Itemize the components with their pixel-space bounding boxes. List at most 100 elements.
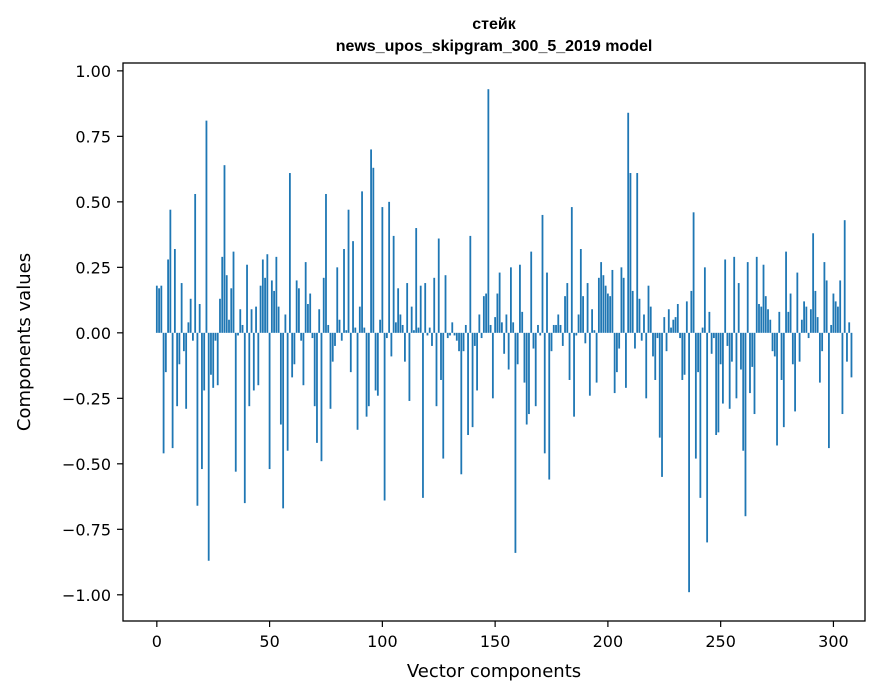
bar — [419, 285, 422, 333]
bar — [185, 332, 188, 409]
bar — [178, 332, 181, 365]
bar — [796, 272, 799, 333]
bar — [162, 332, 165, 454]
bar — [248, 332, 251, 407]
bar — [415, 228, 418, 333]
bar — [361, 191, 363, 333]
bar — [453, 332, 456, 336]
bar — [379, 319, 381, 333]
bar — [564, 296, 566, 333]
bar — [530, 251, 533, 333]
bar — [794, 332, 796, 412]
bar — [643, 314, 645, 333]
bar — [485, 293, 487, 333]
bar — [616, 332, 618, 373]
bar — [480, 332, 483, 339]
bar — [498, 272, 501, 333]
bar — [595, 332, 598, 383]
bar — [830, 324, 833, 333]
bar — [525, 332, 528, 425]
bar — [609, 296, 612, 333]
bar — [656, 332, 659, 339]
bar — [449, 332, 451, 336]
bar — [846, 332, 848, 362]
bar — [417, 327, 420, 333]
bar — [841, 332, 844, 415]
bar — [383, 332, 386, 501]
bar — [850, 332, 853, 378]
bar — [160, 285, 163, 333]
bar — [345, 330, 348, 333]
y-tick-label: 0.50 — [75, 193, 111, 212]
bar — [365, 332, 368, 417]
bar — [818, 332, 821, 383]
bar — [685, 301, 688, 333]
bar — [597, 277, 600, 333]
bar — [710, 332, 713, 354]
bar — [394, 322, 397, 333]
bar — [279, 332, 282, 425]
bar — [742, 332, 745, 451]
bar — [201, 332, 203, 470]
bar — [516, 332, 519, 365]
bar — [192, 332, 194, 341]
bar — [334, 332, 336, 346]
bar — [843, 220, 846, 333]
bar — [618, 332, 621, 349]
bar — [552, 324, 555, 333]
bar — [832, 293, 835, 333]
bar — [471, 332, 474, 428]
bar — [821, 332, 824, 352]
bar — [392, 235, 395, 333]
bar — [214, 332, 217, 341]
x-tick-label: 0 — [152, 632, 162, 651]
bar — [823, 262, 826, 333]
bar — [785, 251, 787, 333]
bar — [221, 256, 224, 333]
bar — [593, 330, 596, 333]
bar — [546, 272, 548, 333]
bar — [431, 332, 433, 346]
bar — [532, 332, 535, 349]
bar — [302, 332, 305, 386]
bar — [491, 332, 494, 399]
bar — [309, 293, 312, 333]
bar — [358, 306, 361, 333]
bar — [762, 264, 765, 333]
bar — [338, 319, 341, 333]
bar — [809, 309, 812, 333]
bar — [625, 332, 627, 388]
bar — [478, 314, 481, 333]
bar — [588, 332, 591, 396]
bar — [462, 332, 465, 352]
bar — [205, 120, 208, 333]
bar — [460, 332, 463, 475]
bar — [286, 332, 289, 451]
x-tick-label: 100 — [367, 632, 398, 651]
x-tick-label: 200 — [593, 632, 624, 651]
bar — [753, 332, 756, 415]
bar — [825, 280, 828, 333]
bar — [196, 332, 199, 506]
bar — [582, 296, 584, 333]
bar — [791, 332, 794, 365]
bar — [503, 332, 506, 354]
bar — [760, 306, 763, 333]
bar — [176, 332, 179, 407]
bar — [261, 259, 264, 333]
bar — [352, 241, 354, 333]
bar — [640, 332, 643, 341]
bar — [600, 262, 603, 333]
bar — [259, 285, 262, 333]
bar — [169, 209, 172, 333]
y-tick-label: −0.25 — [62, 389, 111, 408]
bar — [839, 280, 842, 333]
bar — [611, 269, 614, 333]
bar — [327, 324, 330, 333]
bar — [284, 314, 287, 333]
bar — [674, 317, 677, 333]
bar — [288, 173, 291, 333]
bar — [273, 290, 275, 333]
bar — [424, 283, 427, 333]
bar — [451, 322, 454, 333]
